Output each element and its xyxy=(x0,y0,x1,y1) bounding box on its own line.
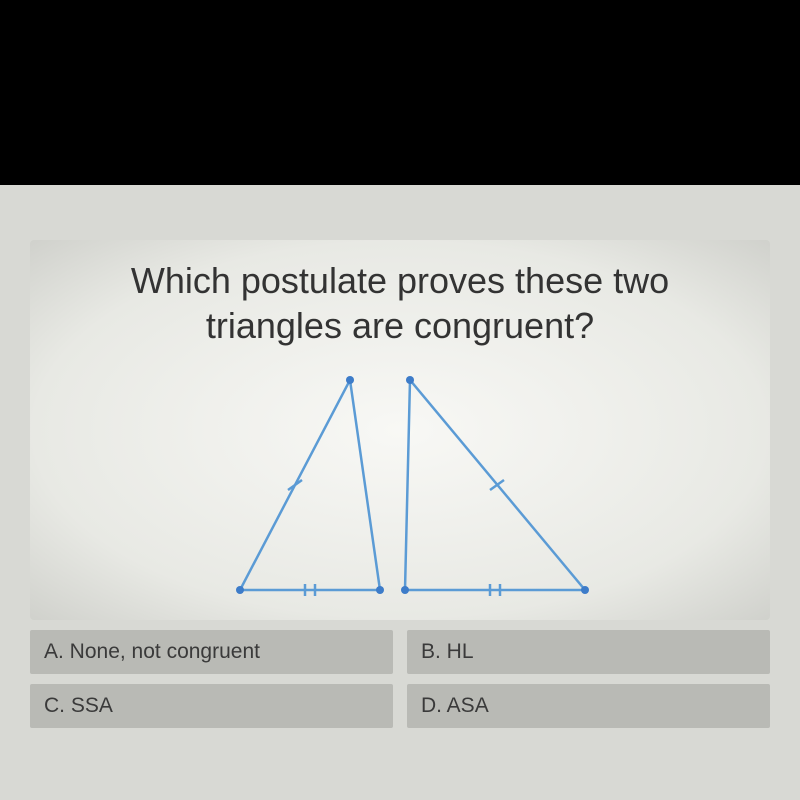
triangle-left xyxy=(240,380,380,590)
answer-option-a[interactable]: A. None, not congruent xyxy=(30,630,393,674)
vertex xyxy=(401,586,409,594)
vertex xyxy=(406,376,414,384)
answer-option-d[interactable]: D. ASA xyxy=(407,684,770,728)
answer-option-c[interactable]: C. SSA xyxy=(30,684,393,728)
vertex xyxy=(236,586,244,594)
question-line-1: Which postulate proves these two xyxy=(131,260,669,301)
vertex xyxy=(346,376,354,384)
triangles-diagram xyxy=(190,360,610,610)
vertex xyxy=(376,586,384,594)
worksheet-screen: Which postulate proves these two triangl… xyxy=(0,185,800,800)
vertex xyxy=(581,586,589,594)
answer-grid: A. None, not congruent B. HL C. SSA D. A… xyxy=(30,630,770,728)
question-line-2: triangles are congruent? xyxy=(206,305,594,346)
answer-option-b[interactable]: B. HL xyxy=(407,630,770,674)
tick-mark xyxy=(288,480,302,490)
question-text: Which postulate proves these two triangl… xyxy=(30,258,770,348)
question-card: Which postulate proves these two triangl… xyxy=(30,240,770,620)
